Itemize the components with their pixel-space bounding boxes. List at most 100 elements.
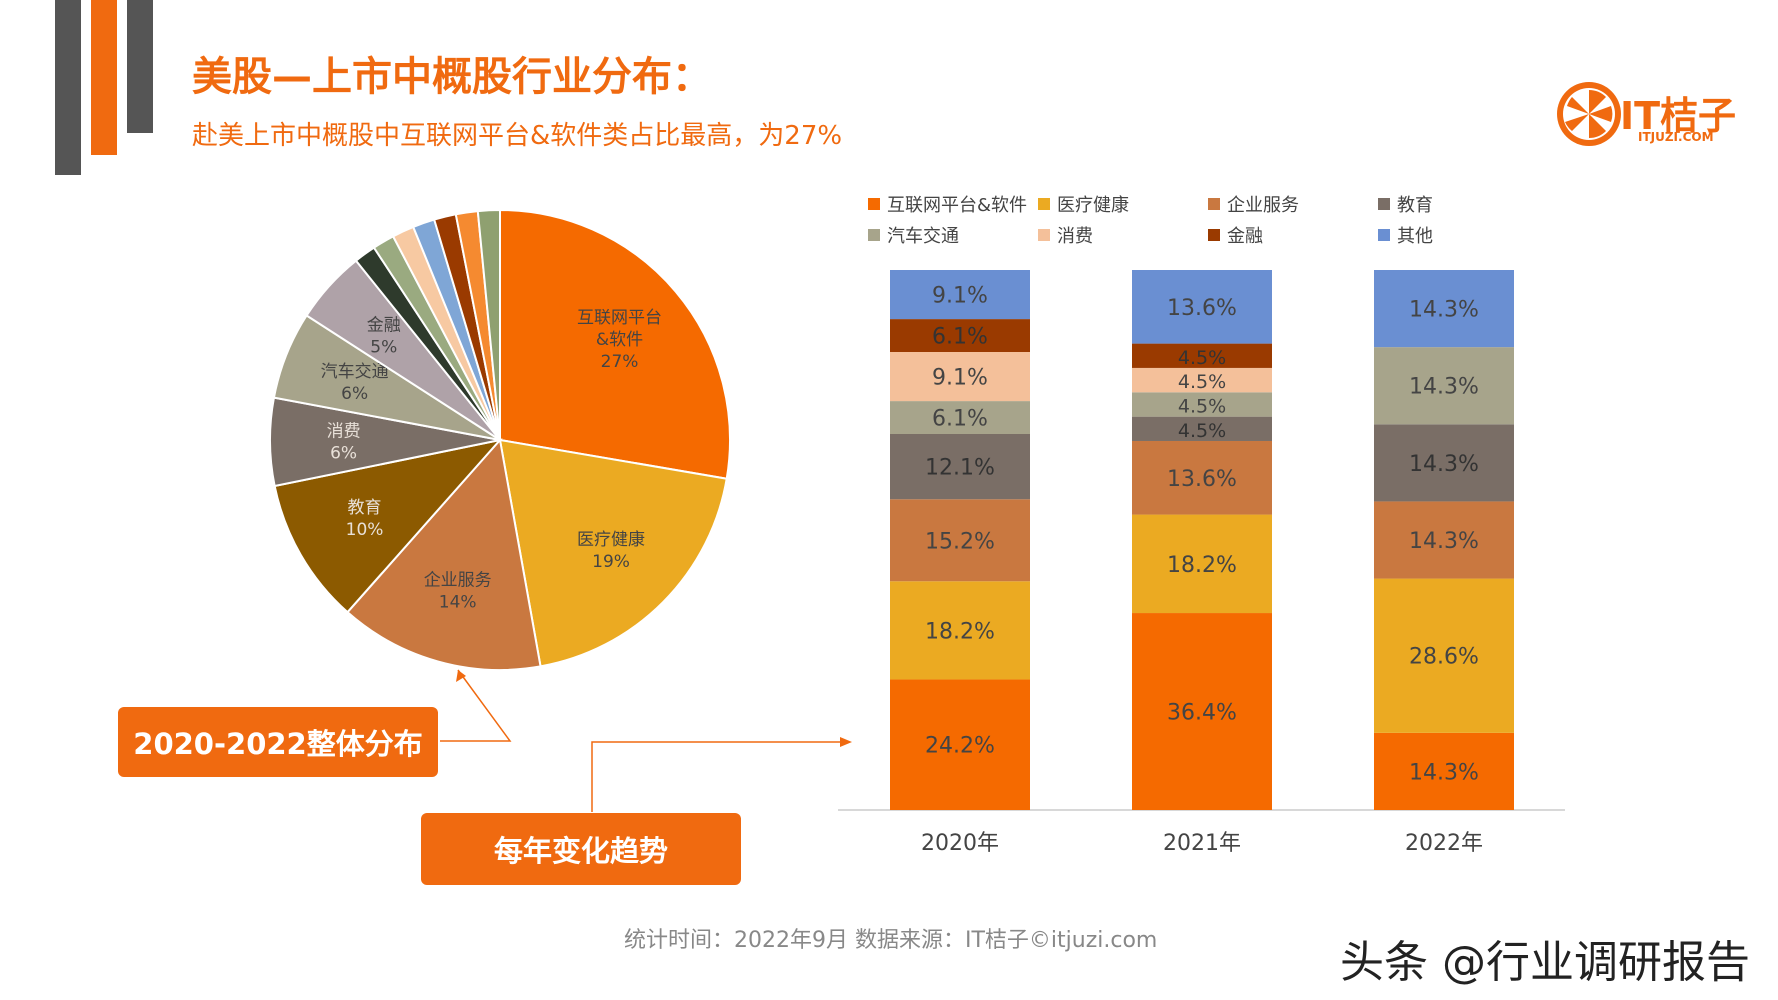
legend-swatch bbox=[868, 198, 880, 210]
bar-segment bbox=[1374, 424, 1514, 502]
pie-slice bbox=[476, 208, 501, 441]
legend-item: 医疗健康 bbox=[1038, 191, 1129, 217]
bar-segment bbox=[1374, 578, 1514, 733]
legend-item: 消费 bbox=[1038, 222, 1093, 248]
pie-category-label: 医疗健康 bbox=[577, 530, 645, 550]
pie-value-label: 10% bbox=[346, 520, 384, 540]
footer-source: 统计时间：2022年9月 数据来源：IT桔子©itjuzi.com bbox=[624, 928, 1158, 953]
x-tick-label: 2022年 bbox=[1405, 831, 1483, 856]
bar-segment bbox=[1132, 392, 1272, 417]
bar-value-label: 14.3% bbox=[1409, 375, 1479, 400]
logo-domain: ITJUZI.COM bbox=[1638, 130, 1714, 144]
bar-segment bbox=[1132, 343, 1272, 368]
callout-trend: 每年变化趋势 bbox=[421, 813, 741, 885]
bar-segment bbox=[890, 499, 1030, 582]
legend-swatch bbox=[1208, 198, 1220, 210]
bar-segment bbox=[890, 401, 1030, 434]
bar-value-label: 13.6% bbox=[1167, 467, 1237, 492]
pie-category-label: 互联网平台 bbox=[577, 308, 662, 328]
bar-segment bbox=[1374, 501, 1514, 579]
legend-swatch bbox=[1378, 229, 1390, 241]
bar-segment bbox=[890, 679, 1030, 810]
pie-value-label: 5% bbox=[370, 337, 397, 357]
bar-segment bbox=[1132, 613, 1272, 810]
bar-value-label: 14.3% bbox=[1409, 298, 1479, 323]
page-title: 美股—上市中概股行业分布： bbox=[192, 54, 712, 100]
watermark: 头条 @行业调研报告 bbox=[1340, 937, 1750, 988]
bar-value-label: 13.6% bbox=[1167, 296, 1237, 321]
legend-label: 医疗健康 bbox=[1057, 195, 1129, 216]
bar-value-label: 15.2% bbox=[925, 529, 995, 554]
legend-label: 企业服务 bbox=[1227, 195, 1299, 216]
bar-segment bbox=[1132, 270, 1272, 344]
bar-value-label: 6.1% bbox=[932, 407, 988, 432]
pie-category-label: &软件 bbox=[596, 330, 643, 350]
pie-category-label: 消费 bbox=[327, 421, 361, 441]
pie-chart: 互联网平台&软件27%医疗健康19%企业服务14%教育10%消费6%汽车交通6%… bbox=[269, 208, 731, 671]
bar-segment bbox=[1132, 367, 1272, 393]
pie-category-label: 企业服务 bbox=[424, 571, 492, 591]
bar-value-label: 28.6% bbox=[1409, 645, 1479, 670]
bar-segment bbox=[1374, 270, 1514, 348]
stacked-bar-chart: 24.2% 18.2% 15.2% 12.1% 6.1% 9.1% 6.1% 9.1% 2020… bbox=[838, 270, 1565, 856]
bar-segment bbox=[1132, 514, 1272, 614]
bar-segment bbox=[1374, 347, 1514, 425]
legend-item: 金融 bbox=[1208, 222, 1263, 248]
legend-label: 金融 bbox=[1227, 226, 1263, 247]
page-subtitle: 赴美上市中概股中互联网平台&软件类占比最高，为27% bbox=[192, 121, 843, 151]
bar-value-label: 14.3% bbox=[1409, 529, 1479, 554]
x-tick-label: 2020年 bbox=[921, 831, 999, 856]
decor-bar-3 bbox=[127, 0, 153, 133]
legend-swatch bbox=[1038, 198, 1050, 210]
bar-value-label: 4.5% bbox=[1178, 347, 1226, 369]
bar-value-label: 4.5% bbox=[1178, 371, 1226, 393]
legend-swatch bbox=[868, 229, 880, 241]
legend-swatch bbox=[1378, 198, 1390, 210]
legend-swatch bbox=[1038, 229, 1050, 241]
pie-value-label: 14% bbox=[439, 593, 477, 613]
pie-slice bbox=[273, 438, 503, 614]
bar-value-label: 6.1% bbox=[932, 325, 988, 350]
legend-label: 教育 bbox=[1397, 195, 1433, 216]
pie-value-label: 6% bbox=[341, 384, 368, 404]
pie-slice bbox=[346, 437, 542, 671]
bar-value-label: 9.1% bbox=[932, 366, 988, 391]
pie-slice bbox=[498, 438, 728, 668]
pie-value-label: 6% bbox=[330, 443, 357, 463]
pie-slice bbox=[499, 208, 731, 480]
bar-segment bbox=[1132, 416, 1272, 441]
x-tick-label: 2021年 bbox=[1163, 831, 1241, 856]
bar-value-label: 18.2% bbox=[925, 619, 995, 644]
pie-category-label: 金融 bbox=[367, 315, 401, 335]
legend-item: 其他 bbox=[1378, 222, 1433, 248]
bar-segment bbox=[890, 433, 1030, 500]
bar-segment bbox=[890, 581, 1030, 680]
bar-value-label: 4.5% bbox=[1178, 420, 1226, 442]
bar-segment bbox=[890, 351, 1030, 402]
decor-bar-2 bbox=[91, 0, 117, 155]
bar-value-label: 12.1% bbox=[925, 456, 995, 481]
logo-name: IT桔子 bbox=[1620, 94, 1737, 138]
pie-category-label: 汽车交通 bbox=[321, 362, 389, 382]
bar-value-label: 14.3% bbox=[1409, 760, 1479, 785]
bar-value-label: 18.2% bbox=[1167, 553, 1237, 578]
bar-segment bbox=[1374, 732, 1514, 810]
legend-item: 互联网平台&软件 bbox=[868, 191, 1027, 217]
decor-bar-1 bbox=[55, 0, 81, 175]
legend-label: 互联网平台&软件 bbox=[887, 195, 1028, 216]
bar-segment bbox=[1132, 440, 1272, 515]
bar-segment bbox=[890, 319, 1030, 352]
pie-category-label: 教育 bbox=[348, 498, 382, 518]
bar-value-label: 24.2% bbox=[925, 734, 995, 759]
callout-overall: 2020-2022整体分布 bbox=[118, 707, 438, 777]
legend-label: 汽车交通 bbox=[887, 226, 959, 247]
legend-swatch bbox=[1208, 229, 1220, 241]
bar-segment bbox=[890, 270, 1030, 320]
pie-value-label: 19% bbox=[592, 552, 630, 572]
pie-value-label: 27% bbox=[601, 352, 639, 372]
bar-value-label: 9.1% bbox=[932, 284, 988, 309]
legend-item: 企业服务 bbox=[1208, 191, 1299, 217]
legend-label: 消费 bbox=[1057, 226, 1093, 247]
legend-item: 汽车交通 bbox=[868, 222, 959, 248]
orange-slice-icon bbox=[1557, 82, 1621, 146]
